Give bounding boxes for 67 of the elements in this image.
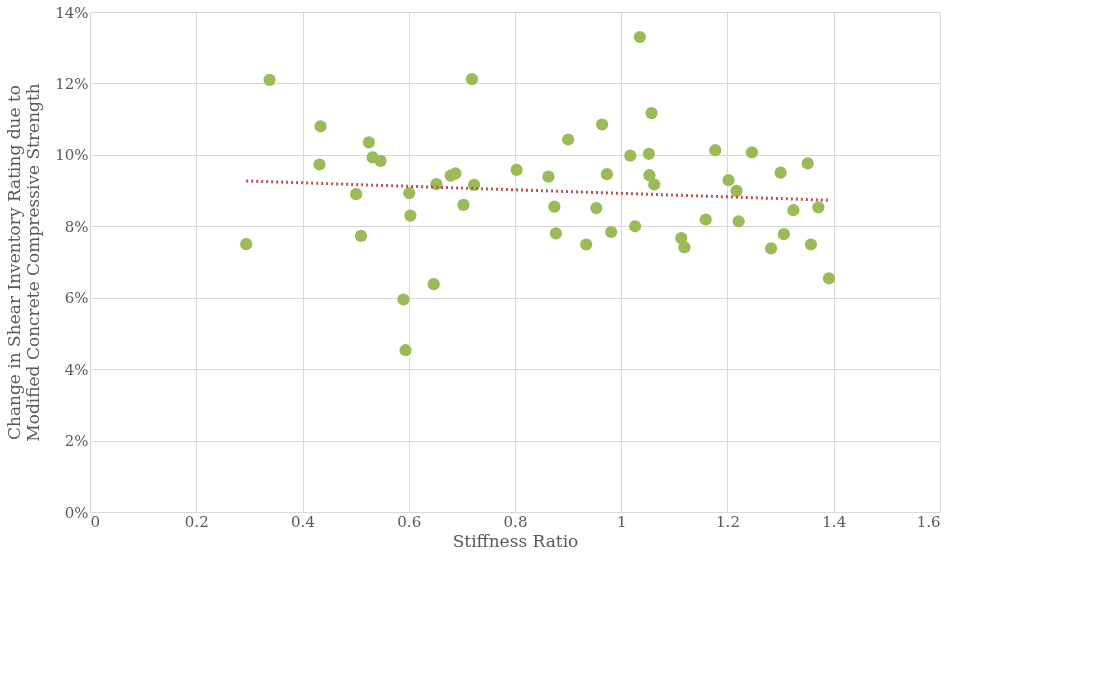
y-tick-label: 6% (64, 289, 89, 308)
point (374, 154, 387, 168)
point (774, 166, 787, 179)
point (722, 174, 735, 187)
point (403, 186, 416, 200)
point (549, 227, 563, 240)
point (548, 200, 561, 213)
x-tick-label: 0 (90, 512, 101, 531)
point (678, 241, 691, 254)
point (263, 73, 276, 86)
point (354, 229, 368, 243)
x-tick-label: 0.6 (397, 512, 422, 531)
point (699, 213, 712, 226)
point (648, 178, 661, 191)
y-tick-label: 8% (64, 217, 89, 236)
y-tick-label: 2% (64, 432, 89, 451)
point (362, 136, 376, 149)
x-tick-label: 1.2 (716, 512, 740, 531)
point (397, 293, 410, 306)
point (562, 133, 575, 146)
point (764, 242, 778, 255)
point (457, 198, 470, 211)
point (812, 201, 825, 214)
x-tick-label: 1 (616, 512, 627, 531)
point (600, 168, 614, 181)
point (624, 149, 637, 162)
point (399, 344, 412, 357)
point (605, 225, 618, 239)
point (745, 146, 759, 159)
y-axis-title: Change in Shear Inventory Rating due to Modified Concrete Compressive Strength (4, 83, 44, 442)
point (350, 188, 363, 201)
point (730, 184, 743, 198)
point (590, 201, 603, 215)
x-tick-label: 1.4 (822, 512, 847, 531)
x-tick-label: 0.4 (291, 512, 315, 531)
point (596, 118, 609, 131)
point (404, 209, 417, 222)
x-tick-label: 0.2 (184, 512, 209, 531)
point (313, 158, 326, 171)
point (801, 157, 814, 170)
point (643, 169, 656, 182)
point (449, 167, 462, 180)
x-tick-label: 1.6 (916, 512, 941, 531)
point (628, 220, 642, 233)
point (314, 120, 327, 133)
x-axis-title: Stiffness Ratio (452, 530, 579, 551)
point (240, 238, 253, 251)
point (777, 228, 790, 241)
y-tick-label: 14% (55, 3, 89, 22)
point (427, 278, 440, 291)
point (709, 144, 722, 157)
point (804, 238, 818, 251)
point (732, 215, 745, 228)
point (645, 106, 658, 120)
y-tick-label: 10% (55, 146, 89, 165)
y-tick-label: 4% (64, 360, 89, 379)
point (542, 170, 555, 183)
point (510, 163, 523, 176)
y-tick-label: 0% (64, 503, 89, 522)
point (787, 204, 800, 217)
x-tick-label: 0.8 (503, 512, 528, 531)
point (465, 73, 479, 86)
y-tick-label: 12% (55, 74, 89, 93)
point (633, 30, 646, 44)
point (642, 147, 655, 160)
point (580, 238, 593, 251)
point (822, 272, 836, 285)
